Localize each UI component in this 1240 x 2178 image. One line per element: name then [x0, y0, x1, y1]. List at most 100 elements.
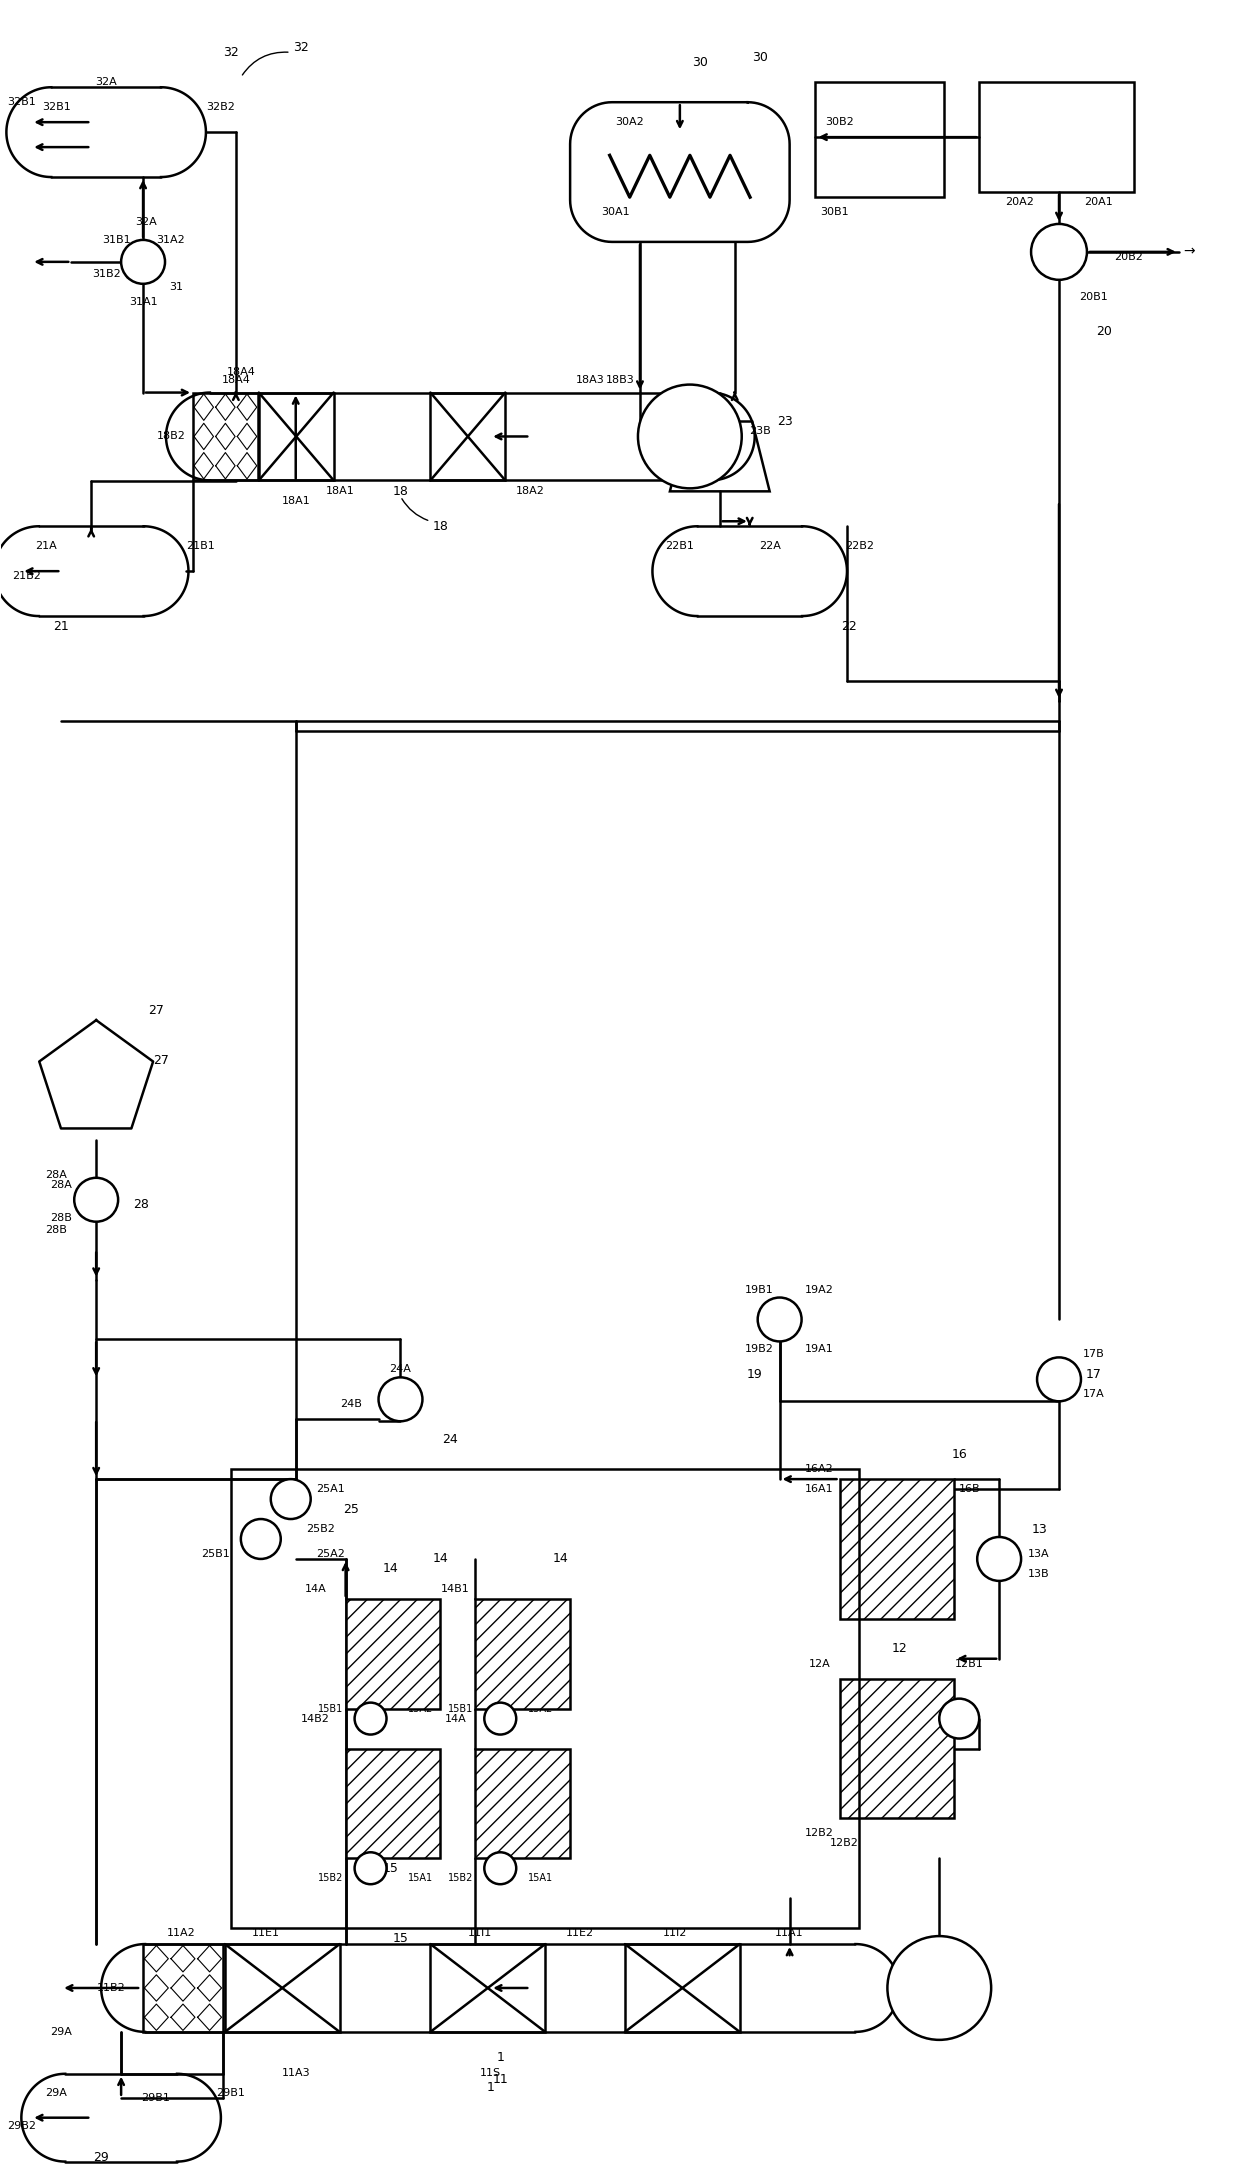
Text: 14B2: 14B2 [301, 1714, 330, 1723]
Text: →: → [1183, 244, 1194, 259]
Text: 18A3: 18A3 [575, 375, 604, 386]
Text: 15B1: 15B1 [317, 1703, 343, 1714]
Text: 21B2: 21B2 [12, 571, 41, 582]
Text: 30B2: 30B2 [825, 118, 854, 126]
Text: 29B1: 29B1 [141, 2093, 170, 2102]
Text: 29: 29 [93, 2152, 109, 2165]
Bar [980, 83, 1133, 192]
Text: 21B1: 21B1 [186, 540, 216, 551]
Text: 11S: 11S [480, 2067, 501, 2078]
Text: 17A: 17A [1083, 1390, 1105, 1398]
Text: 32: 32 [293, 41, 309, 54]
Text: 20A1: 20A1 [1085, 196, 1114, 207]
Text: 15A2: 15A2 [408, 1703, 433, 1714]
Text: 11E1: 11E1 [252, 1928, 280, 1938]
Text: 15B2: 15B2 [317, 1873, 343, 1884]
Text: 27: 27 [148, 1004, 164, 1017]
Text: 16A2: 16A2 [805, 1464, 835, 1475]
Bar [224, 1945, 340, 2032]
Bar [231, 1470, 859, 1928]
Text: 29A: 29A [51, 2028, 72, 2036]
Text: 29B1: 29B1 [217, 2089, 246, 2097]
Text: 31: 31 [169, 281, 184, 292]
Text: 15A2: 15A2 [527, 1703, 553, 1714]
Text: 18A4: 18A4 [222, 375, 250, 386]
Text: 27: 27 [153, 1054, 169, 1067]
Text: 12B2: 12B2 [830, 1838, 859, 1849]
Text: 17: 17 [1086, 1368, 1102, 1381]
Text: 17B: 17B [1083, 1350, 1105, 1359]
Circle shape [758, 1298, 801, 1342]
Text: 12: 12 [892, 1642, 908, 1655]
Circle shape [637, 386, 742, 488]
Text: 30B1: 30B1 [820, 207, 849, 218]
Text: 29A: 29A [46, 2089, 67, 2097]
Text: 11A1: 11A1 [775, 1928, 804, 1938]
Text: 19A1: 19A1 [805, 1344, 835, 1355]
Bar [475, 1599, 570, 1708]
Text: 24B: 24B [340, 1398, 362, 1409]
Text: 14A: 14A [305, 1583, 326, 1594]
Text: 14A: 14A [444, 1714, 466, 1723]
Text: 19B1: 19B1 [745, 1285, 774, 1294]
Circle shape [355, 1851, 387, 1884]
Text: 18A4: 18A4 [227, 366, 255, 377]
Text: 21: 21 [53, 619, 69, 632]
Text: 11A3: 11A3 [281, 2067, 310, 2078]
Text: 11E2: 11E2 [565, 1928, 594, 1938]
Text: 31A2: 31A2 [156, 235, 186, 244]
Bar [839, 1479, 955, 1618]
Text: 19: 19 [746, 1368, 763, 1381]
Text: 15A1: 15A1 [408, 1873, 433, 1884]
Text: 30A2: 30A2 [615, 118, 645, 126]
Text: 20B2: 20B2 [1115, 253, 1143, 261]
Bar [430, 392, 505, 481]
Text: 15: 15 [393, 1932, 408, 1945]
Text: 14B1: 14B1 [441, 1583, 470, 1594]
Text: 25B2: 25B2 [306, 1525, 335, 1533]
Text: 32A: 32A [95, 76, 117, 87]
Text: 15B1: 15B1 [448, 1703, 472, 1714]
Text: 18B3: 18B3 [605, 375, 635, 386]
Text: 22B2: 22B2 [844, 540, 874, 551]
Text: 22B1: 22B1 [666, 540, 694, 551]
Text: 22A: 22A [759, 540, 781, 551]
Text: 20: 20 [1096, 325, 1112, 338]
Text: 25B1: 25B1 [202, 1549, 231, 1559]
Text: 28B: 28B [51, 1213, 72, 1222]
Text: 11I1: 11I1 [469, 1928, 492, 1938]
Text: 15B2: 15B2 [448, 1873, 472, 1884]
Text: 15: 15 [383, 1862, 398, 1875]
Text: 28: 28 [133, 1198, 149, 1211]
Text: 12B1: 12B1 [955, 1660, 983, 1668]
Text: 14: 14 [383, 1562, 398, 1575]
Text: 16B: 16B [959, 1483, 980, 1494]
Circle shape [977, 1538, 1021, 1581]
Text: 30: 30 [692, 57, 708, 70]
Text: 1: 1 [496, 2052, 505, 2065]
Text: 13B: 13B [1028, 1568, 1050, 1579]
Text: 11B2: 11B2 [97, 1982, 125, 1993]
Text: 18A1: 18A1 [326, 486, 355, 497]
Text: 13: 13 [1032, 1522, 1047, 1535]
Text: 16: 16 [951, 1448, 967, 1461]
Circle shape [1037, 1357, 1081, 1400]
Text: 28B: 28B [46, 1224, 67, 1235]
Circle shape [355, 1703, 387, 1734]
Text: 18: 18 [433, 521, 449, 534]
Text: 12A: 12A [808, 1660, 831, 1668]
Text: 18A1: 18A1 [281, 497, 310, 505]
Circle shape [122, 240, 165, 283]
Text: 25A2: 25A2 [316, 1549, 345, 1559]
Text: 24A: 24A [389, 1363, 412, 1374]
Text: 24: 24 [443, 1433, 459, 1446]
Text: 30: 30 [751, 50, 768, 63]
Text: 32B2: 32B2 [206, 102, 236, 113]
Text: 11B1: 11B1 [960, 1982, 988, 1993]
Text: 22: 22 [842, 619, 857, 632]
Text: 23A: 23A [653, 446, 676, 457]
Text: 28A: 28A [51, 1180, 72, 1189]
Text: 28A: 28A [46, 1170, 67, 1180]
Text: 18A2: 18A2 [516, 486, 544, 497]
Text: 11A2: 11A2 [166, 1928, 196, 1938]
